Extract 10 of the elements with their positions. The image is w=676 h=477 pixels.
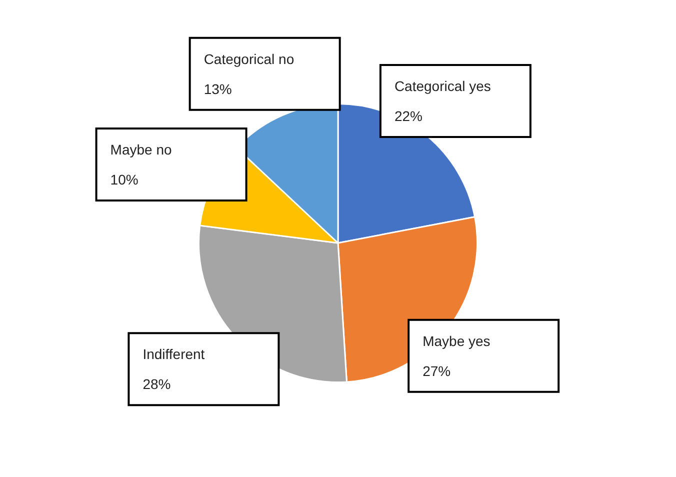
data-label: 10% — [110, 171, 138, 188]
slice-label: Maybe no — [110, 141, 172, 158]
slice-label: Categorical yes — [394, 78, 491, 94]
slice-label: Maybe yes — [422, 332, 490, 349]
data-label: 27% — [422, 362, 451, 379]
slice-label: Categorical no — [204, 50, 294, 67]
slice-label: Indifferent — [142, 346, 205, 362]
data-label: 22% — [394, 108, 422, 124]
data-label: 28% — [142, 376, 171, 392]
data-label: 13% — [204, 80, 232, 97]
